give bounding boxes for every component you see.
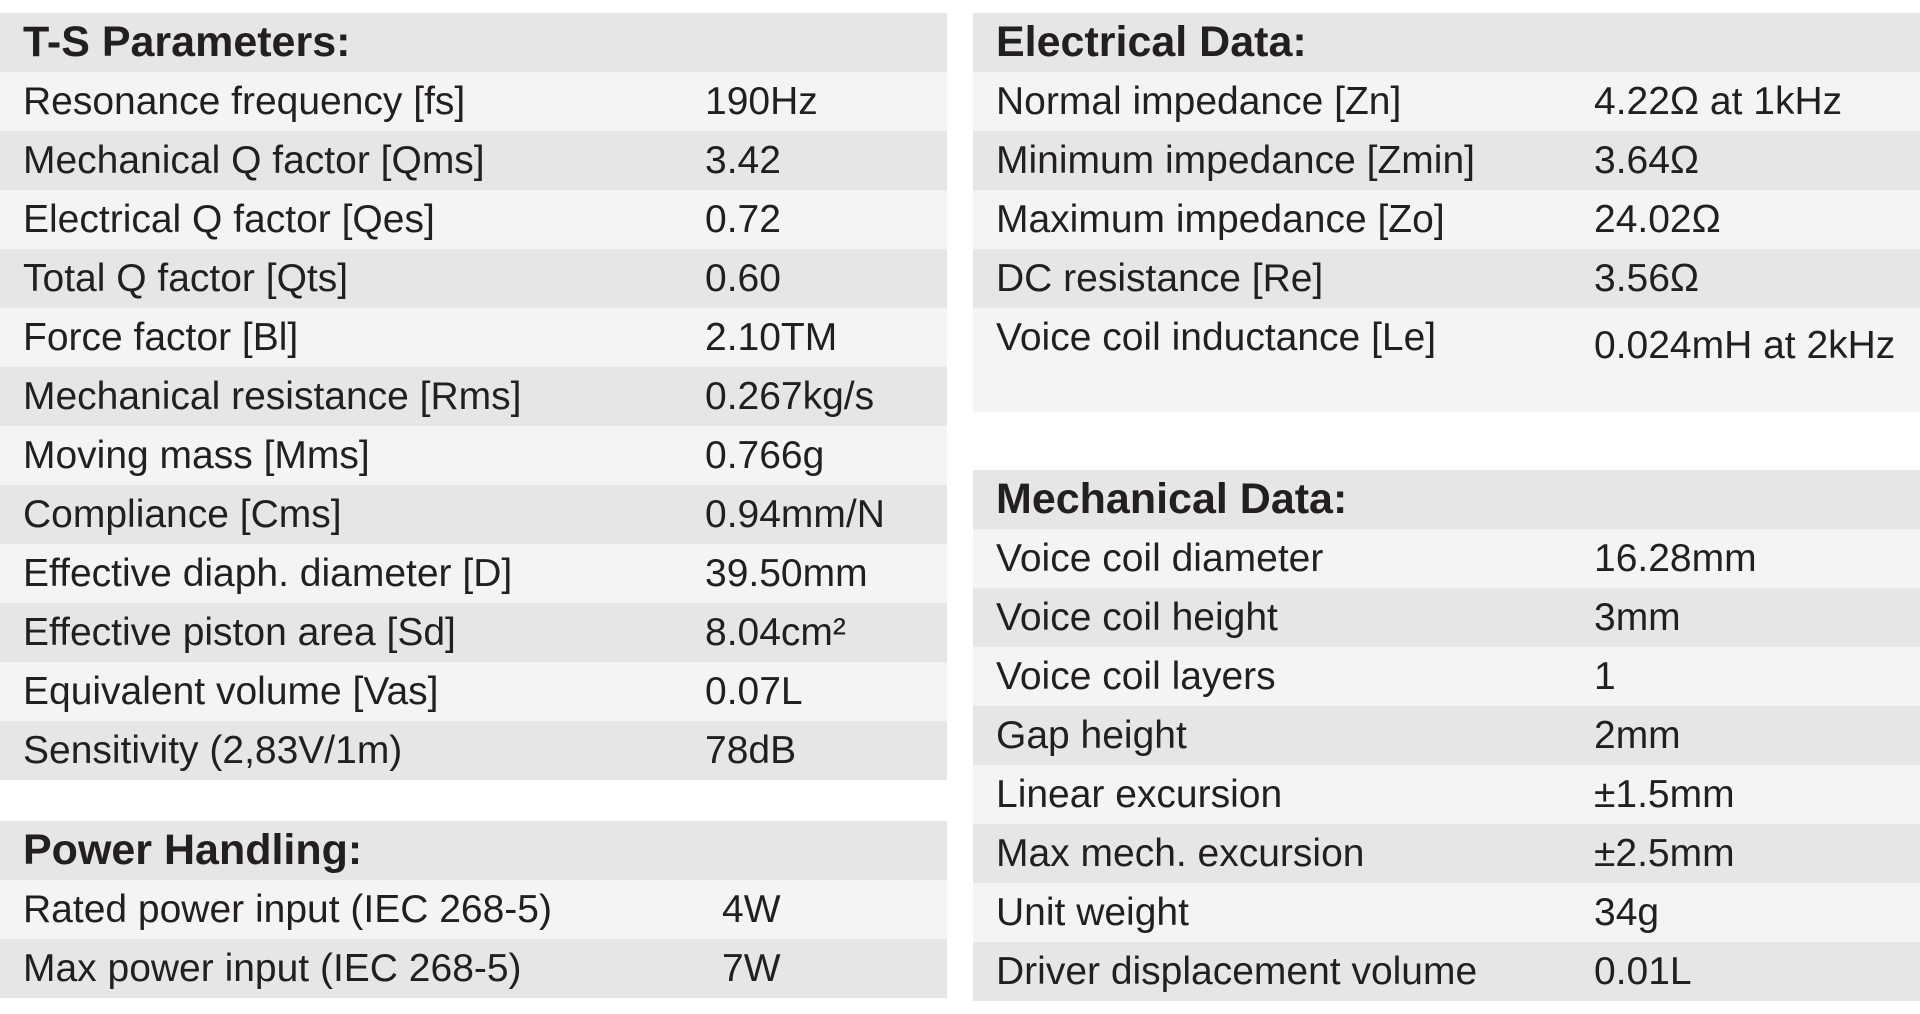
parameter-label: Gap height <box>996 714 1187 757</box>
table-row: Unit weight 34g <box>973 883 1920 942</box>
parameter-value: 0.766g <box>705 434 825 477</box>
mechanical-data-title: Mechanical Data: <box>973 470 1920 529</box>
parameter-value: 2mm <box>1594 714 1681 757</box>
parameter-label: Voice coil height <box>996 596 1278 639</box>
parameter-label: Rated power input (IEC 268-5) <box>23 888 552 931</box>
parameter-value: 24.02Ω <box>1594 198 1721 241</box>
table-row: Maximum impedance [Zo] 24.02Ω <box>973 190 1920 249</box>
parameter-value: 34g <box>1594 891 1660 934</box>
parameter-label: Normal impedance [Zn] <box>996 80 1402 123</box>
parameter-label: Effective piston area [Sd] <box>23 611 456 654</box>
table-row: Voice coil diameter 16.28mm <box>973 529 1920 588</box>
parameter-label: Sensitivity (2,83V/1m) <box>23 729 403 772</box>
parameter-value: 39.50mm <box>705 552 868 595</box>
table-row: Compliance [Cms] 0.94mm/N <box>0 485 947 544</box>
parameter-value: 1 <box>1594 655 1616 698</box>
table-row: Voice coil layers 1 <box>973 647 1920 706</box>
table-row: Voice coil inductance [Le] 0.024mH at 2kH… <box>973 308 1920 412</box>
table-row: Force factor [Bl] 2.10TM <box>0 308 947 367</box>
parameter-value: 0.94mm/N <box>705 493 885 536</box>
parameter-label: Compliance [Cms] <box>23 493 342 536</box>
parameter-value: 3.64Ω <box>1594 139 1700 182</box>
power-handling-title: Power Handling: <box>0 821 947 880</box>
parameter-value: 4.22Ω at 1kHz <box>1594 80 1843 123</box>
parameter-label: Equivalent volume [Vas] <box>23 670 439 713</box>
parameter-label: Unit weight <box>996 891 1189 934</box>
parameter-label: Electrical Q factor [Qes] <box>23 198 435 241</box>
table-row: Minimum impedance [Zmin] 3.64Ω <box>973 131 1920 190</box>
table-row: Resonance frequency [fs] 190Hz <box>0 72 947 131</box>
parameter-label: Resonance frequency [fs] <box>23 80 466 123</box>
parameter-label: Voice coil inductance [Le] <box>996 316 1437 359</box>
parameter-value: 3.56Ω <box>1594 257 1700 300</box>
power-handling-table: Power Handling: Rated power input (IEC 2… <box>0 821 947 998</box>
parameter-label: Driver displacement volume <box>996 950 1478 993</box>
parameter-value: 190Hz <box>705 80 818 123</box>
parameter-value: 0.267kg/s <box>705 375 875 418</box>
ts-parameters-title: T-S Parameters: <box>0 13 947 72</box>
parameter-value: 0.01L <box>1594 950 1692 993</box>
table-row: Total Q factor [Qts] 0.60 <box>0 249 947 308</box>
parameter-label: Maximum impedance [Zo] <box>996 198 1445 241</box>
mechanical-data-table: Mechanical Data: Voice coil diameter 16.2… <box>973 470 1920 1001</box>
parameter-label: Max power input (IEC 268-5) <box>23 947 522 990</box>
parameter-label: Max mech. excursion <box>996 832 1365 875</box>
parameter-label: Minimum impedance [Zmin] <box>996 139 1475 182</box>
table-row: Driver displacement volume 0.01L <box>973 942 1920 1001</box>
parameter-value: ±2.5mm <box>1594 832 1735 875</box>
parameter-label: Mechanical resistance [Rms] <box>23 375 522 418</box>
parameter-label: Voice coil diameter <box>996 537 1324 580</box>
table-row: Mechanical Q factor [Qms] 3.42 <box>0 131 947 190</box>
parameter-value: 3.42 <box>705 139 781 182</box>
parameter-value: 3mm <box>1594 596 1681 639</box>
table-row: Normal impedance [Zn] 4.22Ω at 1kHz <box>973 72 1920 131</box>
table-row: Max power input (IEC 268-5) 7W <box>0 939 947 998</box>
parameter-label: Mechanical Q factor [Qms] <box>23 139 485 182</box>
parameter-value: 0.024mH at 2kHz <box>1594 324 1896 367</box>
parameter-value: ±1.5mm <box>1594 773 1735 816</box>
electrical-data-title: Electrical Data: <box>973 13 1920 72</box>
table-row: DC resistance [Re] 3.56Ω <box>973 249 1920 308</box>
table-row: Voice coil height 3mm <box>973 588 1920 647</box>
ts-parameters-table: T-S Parameters: Resonance frequency [fs]… <box>0 13 947 780</box>
parameter-value: 4W <box>722 888 781 931</box>
table-row: Moving mass [Mms] 0.766g <box>0 426 947 485</box>
table-row: Linear excursion ±1.5mm <box>973 765 1920 824</box>
parameter-value: 16.28mm <box>1594 537 1757 580</box>
parameter-value: 8.04cm² <box>705 611 846 654</box>
parameter-value: 0.72 <box>705 198 781 241</box>
parameter-label: Linear excursion <box>996 773 1283 816</box>
parameter-value: 0.60 <box>705 257 781 300</box>
table-row: Effective piston area [Sd] 8.04cm² <box>0 603 947 662</box>
parameter-label: Effective diaph. diameter [D] <box>23 552 513 595</box>
table-row: Max mech. excursion ±2.5mm <box>973 824 1920 883</box>
parameter-label: DC resistance [Re] <box>996 257 1324 300</box>
parameter-label: Total Q factor [Qts] <box>23 257 349 300</box>
parameter-label: Force factor [Bl] <box>23 316 299 359</box>
table-row: Electrical Q factor [Qes] 0.72 <box>0 190 947 249</box>
electrical-data-table: Electrical Data: Normal impedance [Zn] 4.… <box>973 13 1920 412</box>
parameter-value: 78dB <box>705 729 797 772</box>
table-row: Sensitivity (2,83V/1m) 78dB <box>0 721 947 780</box>
table-row: Gap height 2mm <box>973 706 1920 765</box>
parameter-value: 7W <box>722 947 781 990</box>
parameter-value: 0.07L <box>705 670 803 713</box>
table-row: Equivalent volume [Vas] 0.07L <box>0 662 947 721</box>
table-row: Mechanical resistance [Rms] 0.267kg/s <box>0 367 947 426</box>
parameter-value: 2.10TM <box>705 316 838 359</box>
parameter-label: Moving mass [Mms] <box>23 434 370 477</box>
table-row: Effective diaph. diameter [D] 39.50mm <box>0 544 947 603</box>
table-row: Rated power input (IEC 268-5) 4W <box>0 880 947 939</box>
parameter-label: Voice coil layers <box>996 655 1276 698</box>
